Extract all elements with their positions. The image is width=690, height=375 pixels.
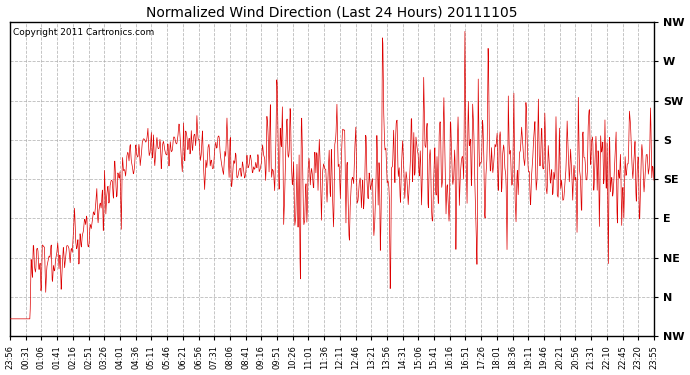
Text: Copyright 2011 Cartronics.com: Copyright 2011 Cartronics.com bbox=[13, 28, 155, 38]
Title: Normalized Wind Direction (Last 24 Hours) 20111105: Normalized Wind Direction (Last 24 Hours… bbox=[146, 6, 518, 20]
